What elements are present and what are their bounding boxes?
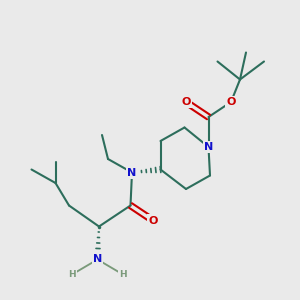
Text: H: H <box>119 270 127 279</box>
Text: N: N <box>128 167 136 178</box>
Text: N: N <box>93 254 102 265</box>
Text: O: O <box>181 97 191 107</box>
Text: O: O <box>226 97 236 107</box>
Text: N: N <box>204 142 213 152</box>
Text: O: O <box>148 215 158 226</box>
Text: H: H <box>68 270 76 279</box>
